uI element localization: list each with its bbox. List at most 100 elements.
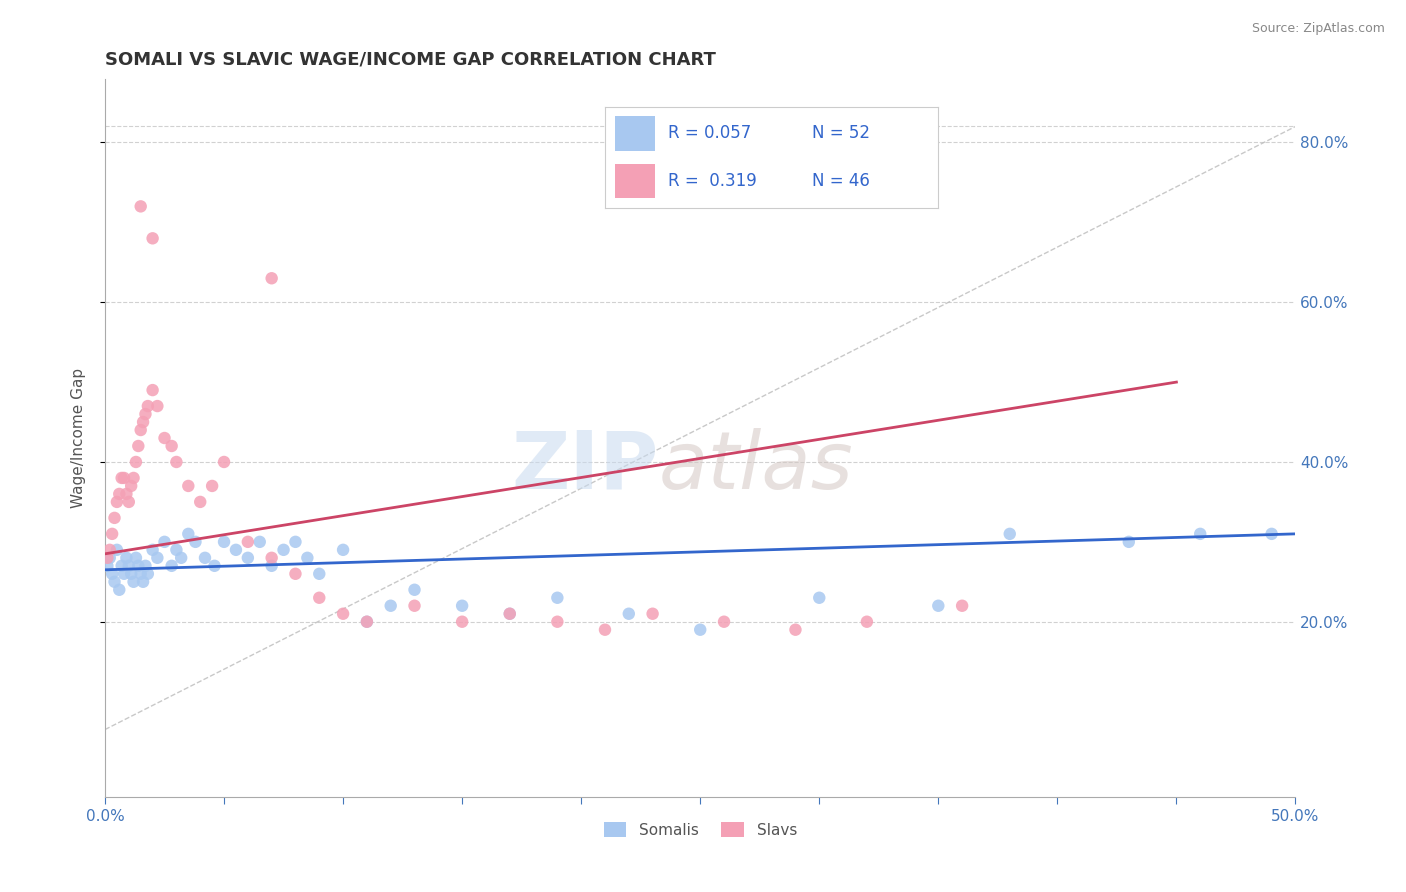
Point (1118, 534, 1140, 549)
Point (153, 534, 176, 549)
Point (111, 471, 134, 485)
Point (998, 526, 1021, 541)
Point (136, 399, 159, 413)
Point (177, 526, 200, 541)
Point (308, 591, 330, 605)
Point (103, 574, 125, 589)
Point (96, 550, 118, 565)
Point (160, 558, 183, 573)
Point (1260, 526, 1282, 541)
Point (134, 558, 156, 573)
Point (132, 574, 155, 589)
Point (689, 623, 711, 637)
Point (225, 542, 247, 557)
Point (212, 455, 235, 469)
Point (927, 599, 949, 613)
Point (132, 415, 155, 429)
Point (120, 479, 142, 493)
Point (96, 558, 118, 573)
Point (134, 407, 156, 421)
Point (165, 455, 187, 469)
Point (146, 550, 169, 565)
Point (142, 383, 165, 397)
Text: Source: ZipAtlas.com: Source: ZipAtlas.com (1251, 22, 1385, 36)
Legend: Somalis, Slavs: Somalis, Slavs (598, 815, 803, 844)
Point (125, 455, 148, 469)
Point (105, 542, 128, 557)
Point (236, 534, 259, 549)
Point (115, 550, 138, 565)
Point (142, 231, 165, 245)
Point (546, 615, 568, 629)
Point (146, 399, 169, 413)
Point (499, 607, 522, 621)
Point (98, 542, 121, 557)
Point (641, 607, 664, 621)
Point (120, 566, 142, 581)
Point (129, 566, 152, 581)
Point (112, 566, 135, 581)
Point (108, 487, 131, 501)
Point (499, 607, 522, 621)
Point (101, 526, 124, 541)
Point (165, 542, 187, 557)
Point (273, 542, 295, 557)
Point (125, 550, 148, 565)
Point (170, 550, 193, 565)
Point (260, 550, 283, 565)
Point (332, 542, 354, 557)
Point (127, 439, 149, 453)
Point (122, 471, 145, 485)
Point (184, 534, 207, 549)
Point (593, 623, 616, 637)
Text: atlas: atlas (658, 428, 853, 506)
Point (950, 599, 973, 613)
Point (404, 582, 426, 597)
Point (129, 423, 152, 437)
Point (118, 495, 141, 509)
Y-axis label: Wage/Income Gap: Wage/Income Gap (72, 368, 86, 508)
Point (115, 487, 138, 501)
Point (122, 574, 145, 589)
Point (204, 558, 226, 573)
Point (356, 615, 378, 629)
Point (136, 566, 159, 581)
Point (308, 566, 330, 581)
Point (617, 607, 640, 621)
Point (1189, 526, 1212, 541)
Point (404, 599, 426, 613)
Point (856, 615, 879, 629)
Point (297, 550, 319, 565)
Point (108, 582, 131, 597)
Point (118, 558, 141, 573)
Point (194, 550, 217, 565)
Point (249, 534, 271, 549)
Point (284, 534, 307, 549)
Point (260, 271, 283, 285)
Text: ZIP: ZIP (512, 428, 658, 506)
Point (451, 599, 474, 613)
Point (356, 615, 378, 629)
Point (201, 479, 224, 493)
Point (212, 534, 235, 549)
Point (103, 511, 125, 525)
Point (451, 615, 474, 629)
Point (188, 495, 211, 509)
Point (111, 558, 134, 573)
Point (236, 550, 259, 565)
Point (546, 591, 568, 605)
Point (129, 199, 152, 213)
Point (127, 558, 149, 573)
Point (160, 439, 183, 453)
Point (332, 607, 354, 621)
Point (284, 566, 307, 581)
Point (260, 558, 283, 573)
Point (785, 623, 807, 637)
Point (142, 542, 165, 557)
Point (105, 495, 128, 509)
Point (153, 431, 176, 445)
Point (380, 599, 402, 613)
Text: SOMALI VS SLAVIC WAGE/INCOME GAP CORRELATION CHART: SOMALI VS SLAVIC WAGE/INCOME GAP CORRELA… (105, 51, 716, 69)
Point (98, 550, 121, 565)
Point (713, 615, 735, 629)
